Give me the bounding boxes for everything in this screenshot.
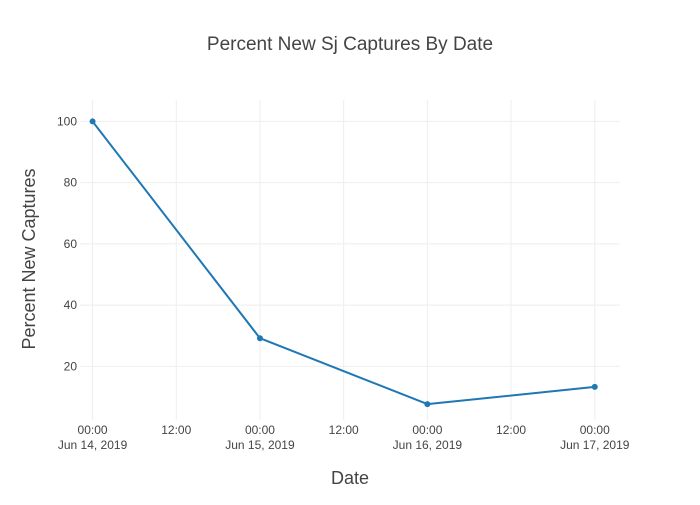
y-tick-label: 80 xyxy=(64,176,78,190)
y-tick-label: 20 xyxy=(64,359,78,373)
grid-layer xyxy=(80,100,620,420)
data-point[interactable] xyxy=(424,401,431,408)
x-tick-time-label: 00:00 xyxy=(245,423,275,437)
x-tick-time-label: 12:00 xyxy=(161,423,191,437)
data-point[interactable] xyxy=(256,335,263,342)
series-line xyxy=(91,120,595,406)
data-point[interactable] xyxy=(591,383,598,390)
y-tick-label: 60 xyxy=(64,237,78,251)
x-tick-date-label: Jun 16, 2019 xyxy=(393,438,463,452)
x-tick-time-label: 00:00 xyxy=(580,423,610,437)
x-axis-title: Date xyxy=(331,468,369,488)
y-axis-title: Percent New Captures xyxy=(19,168,39,349)
x-tick-time-label: 12:00 xyxy=(329,423,359,437)
x-tick-time-label: 00:00 xyxy=(412,423,442,437)
x-tick-date-label: Jun 14, 2019 xyxy=(58,438,128,452)
chart-title: Percent New Sj Captures By Date xyxy=(207,34,493,55)
x-tick-time-label: 00:00 xyxy=(78,423,108,437)
x-tick-date-label: Jun 17, 2019 xyxy=(560,438,630,452)
y-tick-label: 100 xyxy=(57,114,77,128)
series-layer xyxy=(89,118,598,408)
data-point[interactable] xyxy=(89,118,96,125)
x-tick-date-label: Jun 15, 2019 xyxy=(225,438,295,452)
x-tick-time-label: 12:00 xyxy=(496,423,526,437)
y-tick-label: 40 xyxy=(64,298,78,312)
